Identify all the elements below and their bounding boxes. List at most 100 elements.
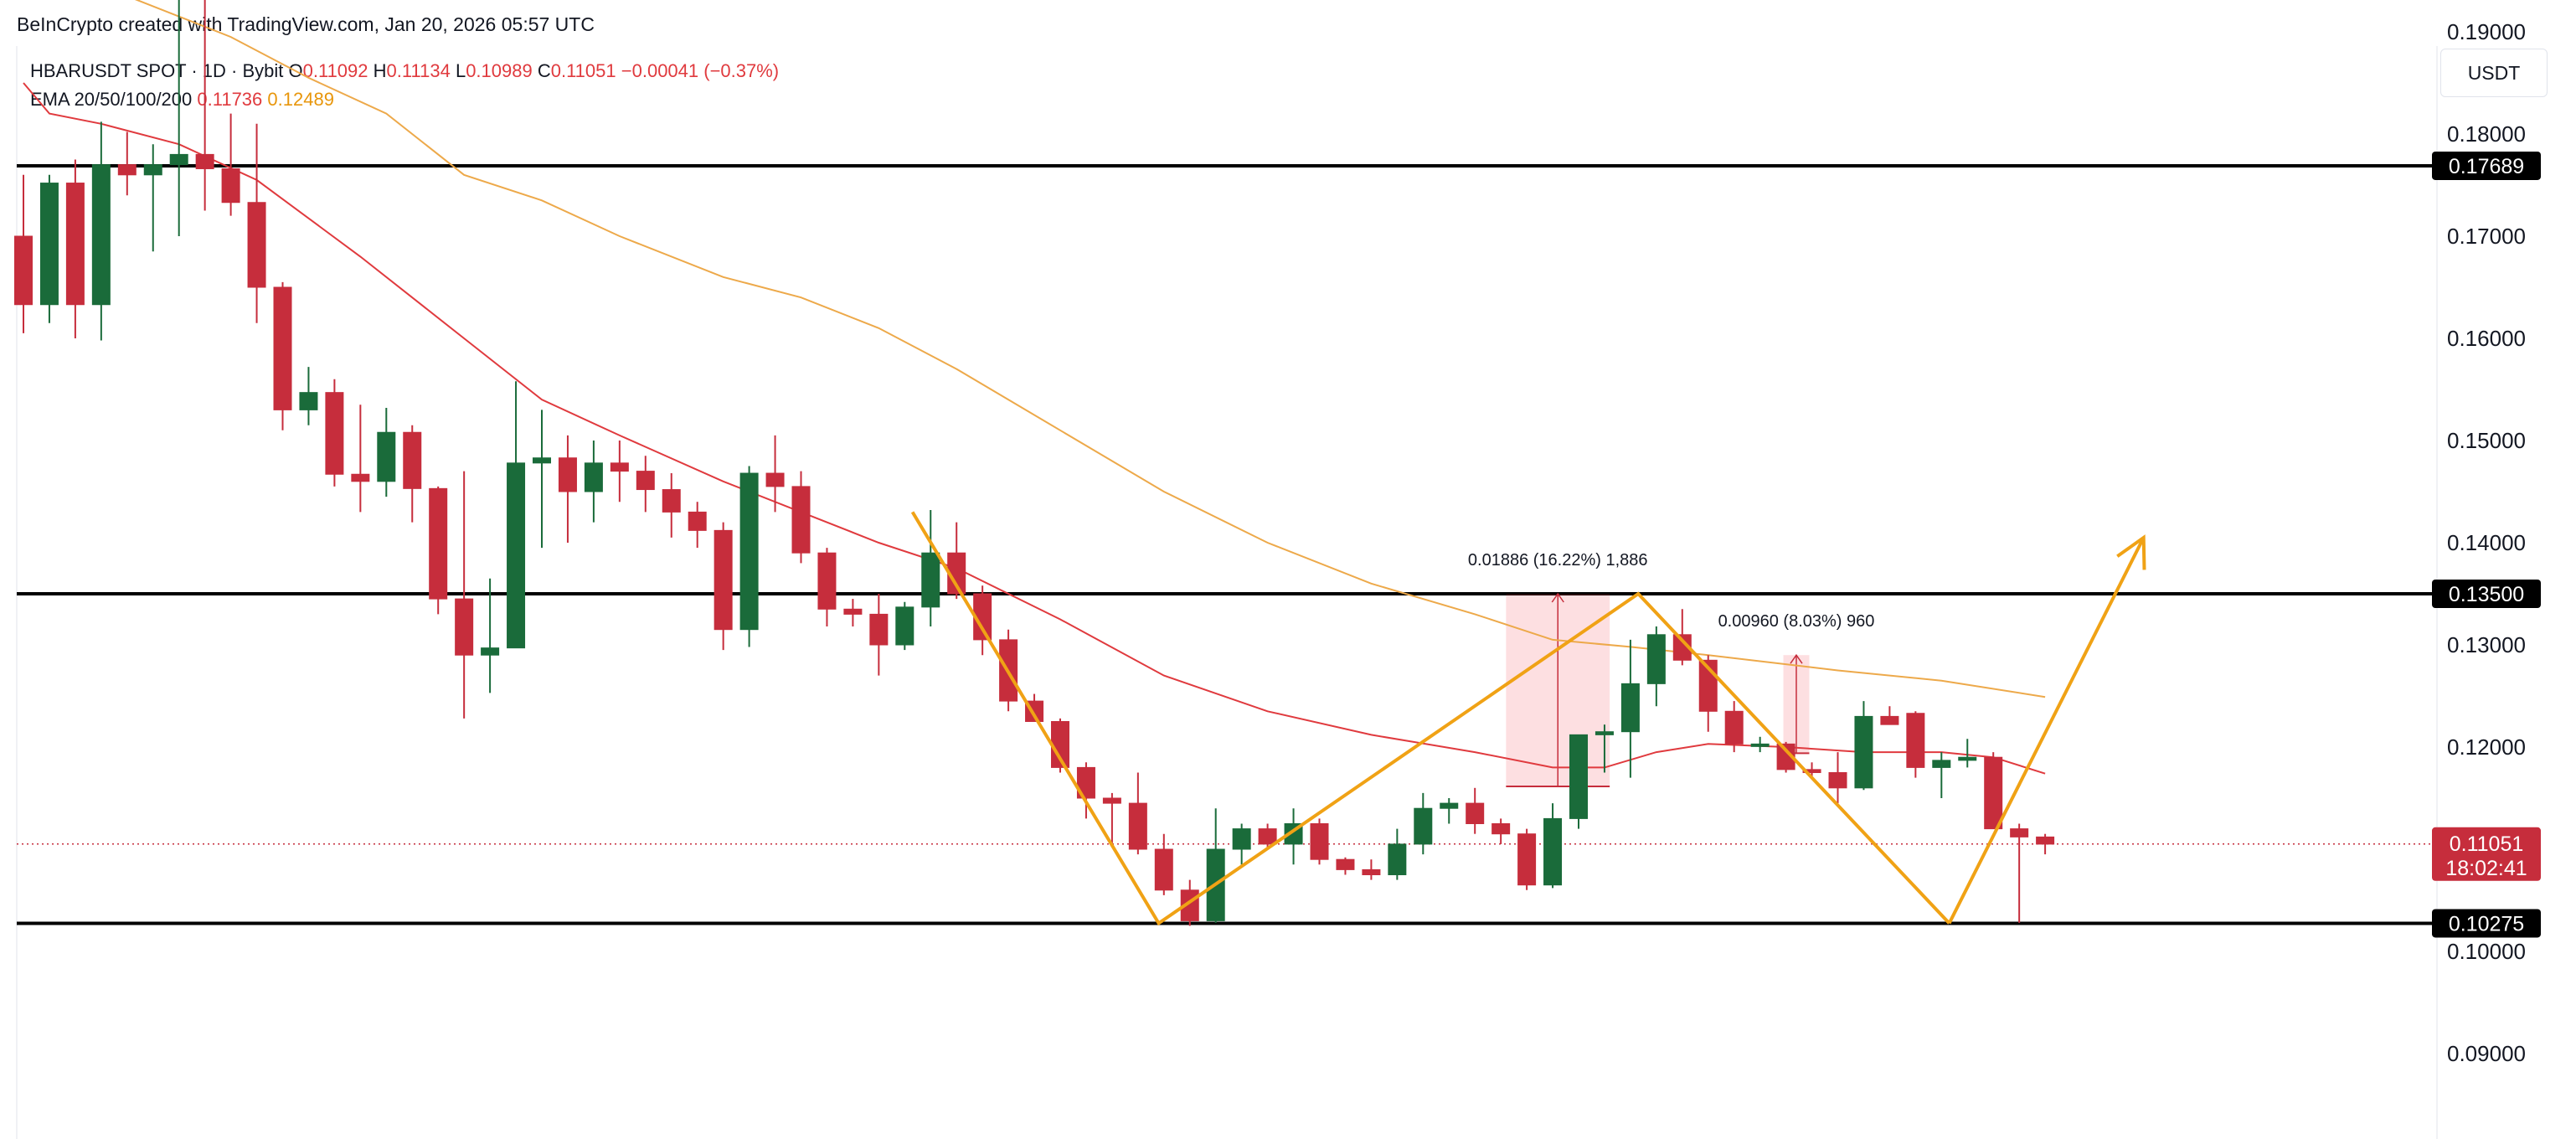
candle-bearish	[403, 431, 422, 489]
candle-bearish	[843, 608, 863, 615]
low-value: 0.10989	[466, 60, 533, 81]
candle-bullish	[1440, 802, 1459, 809]
candle-bearish	[2036, 836, 2055, 845]
ema-label[interactable]: EMA 20/50/100/200	[30, 89, 193, 110]
candle-bullish	[1569, 734, 1588, 819]
price-tick-label: 0.12000	[2447, 734, 2526, 760]
candle-bullish	[1854, 715, 1873, 789]
candle-bearish	[1310, 823, 1329, 860]
candle-bullish	[507, 462, 526, 649]
price-tick-label: 0.14000	[2447, 530, 2526, 555]
candle-bearish	[1466, 802, 1485, 824]
pattern-lines	[910, 511, 2146, 926]
candle-bullish	[921, 552, 940, 608]
candle-bullish	[1388, 843, 1407, 876]
candle-countdown-label: 18:02:41	[2445, 857, 2527, 880]
horizontal-levels	[17, 163, 2437, 925]
price-tick-label: 0.13000	[2447, 632, 2526, 657]
ema-legend: EMA 20/50/100/200 0.11736 0.12489	[30, 89, 334, 111]
symbol-label[interactable]: HBARUSDT SPOT · 1D · Bybit	[30, 60, 284, 81]
candle-bullish	[481, 647, 500, 656]
level-price-badge	[2432, 580, 2541, 608]
candle-bearish	[273, 286, 292, 410]
ema-lines	[23, 0, 2046, 775]
candle-bearish	[1128, 802, 1147, 850]
currency-unit-button[interactable]: USDT	[2440, 49, 2548, 97]
candle-bearish	[117, 164, 137, 176]
candle-bearish	[1828, 772, 1847, 789]
measure-arrow-head	[1551, 592, 1564, 603]
price-tick-label: 0.10000	[2447, 939, 2526, 964]
projection-arrow-head	[2116, 534, 2146, 570]
close-label: C	[537, 60, 551, 81]
candle-bearish	[221, 168, 240, 204]
candle-bearish	[610, 462, 629, 472]
price-range-measures: 0.01886 (16.22%) 1,886 0.00960 (8.03%) 96…	[1468, 551, 1874, 787]
symbol-legend: HBARUSDT SPOT · 1D · Bybit O0.11092 H0.1…	[30, 60, 779, 82]
candle-bearish	[1258, 828, 1277, 845]
candle-bearish	[325, 392, 344, 475]
candle-bearish	[1776, 743, 1795, 770]
close-value: 0.11051	[550, 60, 616, 81]
price-tick-label: 0.19000	[2447, 19, 2526, 44]
level-price-label: 0.17689	[2449, 155, 2524, 178]
candle-bearish	[765, 472, 785, 487]
candle-bearish	[1906, 713, 1925, 768]
candle-bullish	[584, 462, 603, 492]
candle-bullish	[1595, 731, 1614, 735]
candle-bearish	[1154, 848, 1173, 891]
price-axis[interactable]: 0.19000 0.18000 0.17000 0.16000 0.15000 0.140…	[2447, 19, 2526, 1066]
candle-bearish	[1102, 797, 1121, 804]
open-value: 0.11092	[302, 60, 368, 81]
candle-bearish	[351, 473, 370, 482]
ema-50-value: 0.12489	[267, 89, 334, 110]
candle-bearish	[869, 613, 889, 646]
candle-bullish	[377, 431, 396, 482]
projection-line	[1947, 536, 2146, 925]
candle-bearish	[662, 489, 681, 513]
candle-bearish	[14, 235, 33, 306]
change-value: −0.00041 (−0.37%)	[621, 60, 780, 81]
ema-20-value: 0.11736	[197, 89, 263, 110]
last-price-label: 0.11051	[2450, 832, 2524, 856]
level-price-label: 0.13500	[2449, 583, 2524, 606]
high-value: 0.11134	[386, 60, 451, 81]
candle-bearish	[714, 529, 733, 631]
candle-bearish	[455, 598, 474, 656]
candle-bearish	[1076, 766, 1095, 799]
candle-bullish	[299, 392, 318, 410]
candle-bearish	[1517, 833, 1537, 886]
high-label: H	[373, 60, 387, 81]
candle-bearish	[65, 183, 85, 306]
candle-bullish	[1543, 817, 1563, 886]
price-tick-label: 0.09000	[2447, 1041, 2526, 1066]
candle-bearish	[1724, 710, 1744, 745]
level-price-badge	[2432, 909, 2541, 938]
candle-bullish	[1646, 634, 1666, 684]
candle-bullish	[739, 472, 759, 631]
candle-bullish	[1620, 683, 1640, 733]
candle-bullish	[39, 183, 59, 306]
candle-bullish	[1750, 743, 1770, 747]
candle-bullish	[1958, 756, 1977, 761]
candle-bullish	[169, 153, 188, 166]
candle-bearish	[636, 471, 655, 491]
candle-bullish	[533, 457, 551, 464]
pattern-zigzag	[910, 511, 1951, 926]
low-label: L	[455, 60, 466, 81]
candle-bearish	[688, 511, 707, 531]
measure-arrow-head	[1790, 653, 1803, 664]
candle-bearish	[558, 457, 577, 492]
level-price-label: 0.10275	[2449, 912, 2524, 935]
attribution-text: BeInCrypto created with TradingView.com,…	[17, 13, 595, 35]
price-tick-label: 0.18000	[2447, 121, 2526, 147]
candle-bullish	[143, 164, 162, 176]
candle-bearish	[1880, 715, 1899, 725]
candle-bearish	[429, 487, 448, 600]
price-tick-label: 0.16000	[2447, 326, 2526, 351]
candle-bearish	[1336, 858, 1355, 870]
candles	[14, 0, 2055, 926]
candle-bearish	[817, 552, 837, 610]
